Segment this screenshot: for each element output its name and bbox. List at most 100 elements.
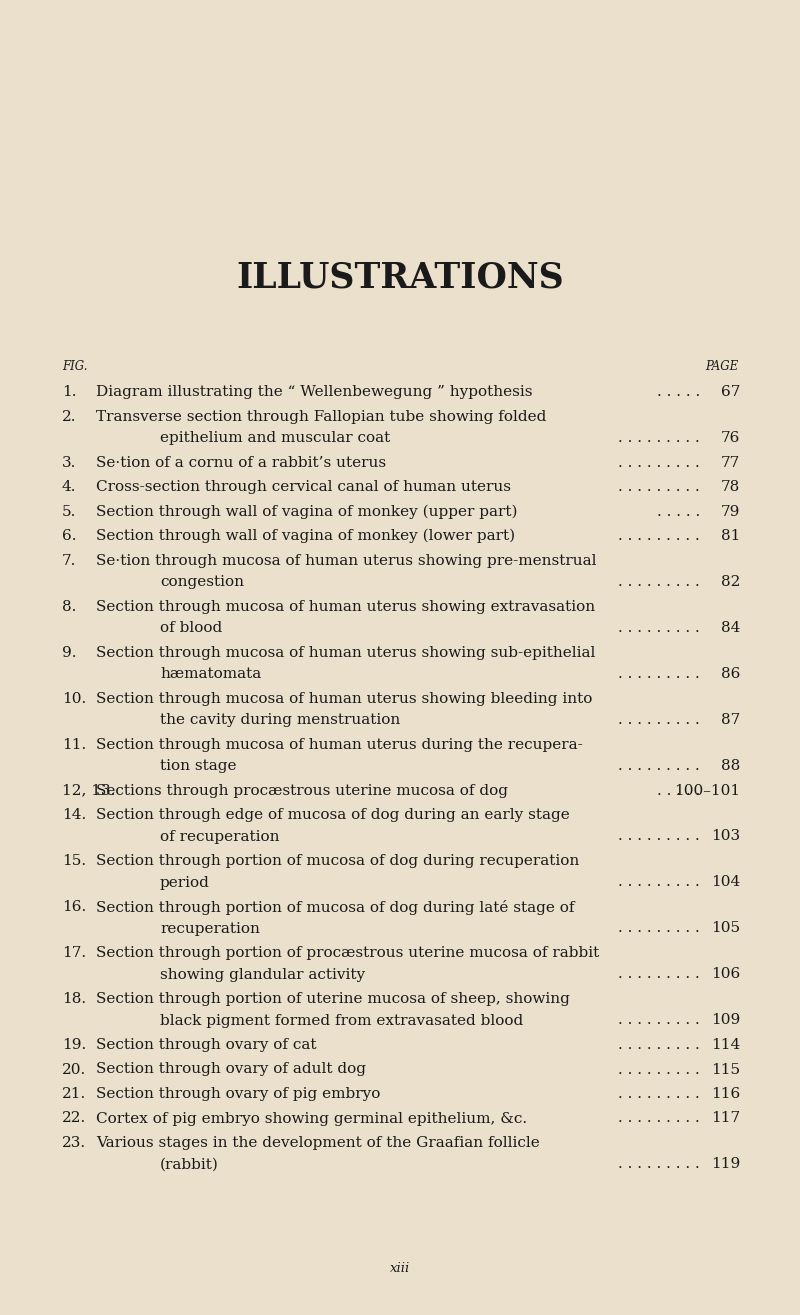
Text: Section through edge of mucosa of dog during an early stage: Section through edge of mucosa of dog du… <box>96 807 570 822</box>
Text: . . . . . . . . .: . . . . . . . . . <box>618 621 700 635</box>
Text: . . . . . . . . .: . . . . . . . . . <box>618 1111 700 1126</box>
Text: 19.: 19. <box>62 1038 86 1052</box>
Text: 115: 115 <box>711 1063 740 1077</box>
Text: xiii: xiii <box>390 1262 410 1276</box>
Text: . . . . . . . . .: . . . . . . . . . <box>618 759 700 773</box>
Text: Section through portion of mucosa of dog during laté stage of: Section through portion of mucosa of dog… <box>96 899 574 915</box>
Text: 119: 119 <box>710 1157 740 1172</box>
Text: 106: 106 <box>710 968 740 981</box>
Text: 86: 86 <box>721 667 740 681</box>
Text: 1.: 1. <box>62 385 77 398</box>
Text: 16.: 16. <box>62 899 86 914</box>
Text: Section through ovary of pig embryo: Section through ovary of pig embryo <box>96 1088 380 1101</box>
Text: Section through mucosa of human uterus during the recupera-: Section through mucosa of human uterus d… <box>96 738 582 751</box>
Text: Section through ovary of cat: Section through ovary of cat <box>96 1038 317 1052</box>
Text: Cortex of pig embryo showing germinal epithelium, &c.: Cortex of pig embryo showing germinal ep… <box>96 1111 527 1126</box>
Text: . . . . . . . . .: . . . . . . . . . <box>618 1157 700 1172</box>
Text: 7.: 7. <box>62 554 76 568</box>
Text: 67: 67 <box>721 385 740 398</box>
Text: period: period <box>160 876 210 889</box>
Text: . . . . .: . . . . . <box>657 385 700 398</box>
Text: 104: 104 <box>710 876 740 889</box>
Text: 6.: 6. <box>62 529 77 543</box>
Text: Section through wall of vagina of monkey (upper part): Section through wall of vagina of monkey… <box>96 505 518 519</box>
Text: . . . . . . . . .: . . . . . . . . . <box>618 830 700 843</box>
Text: Section through portion of uterine mucosa of sheep, showing: Section through portion of uterine mucos… <box>96 992 570 1006</box>
Text: . . . . . . . . .: . . . . . . . . . <box>618 1063 700 1077</box>
Text: . . . . . . . . .: . . . . . . . . . <box>618 575 700 589</box>
Text: congestion: congestion <box>160 575 244 589</box>
Text: 114: 114 <box>710 1038 740 1052</box>
Text: . . . . . . . . .: . . . . . . . . . <box>618 480 700 494</box>
Text: 105: 105 <box>711 922 740 935</box>
Text: . . . . . . . . .: . . . . . . . . . <box>618 1038 700 1052</box>
Text: 2.: 2. <box>62 409 77 423</box>
Text: Cross-section through cervical canal of human uterus: Cross-section through cervical canal of … <box>96 480 511 494</box>
Text: ILLUSTRATIONS: ILLUSTRATIONS <box>236 260 564 295</box>
Text: 88: 88 <box>721 759 740 773</box>
Text: Section through portion of mucosa of dog during recuperation: Section through portion of mucosa of dog… <box>96 853 579 868</box>
Text: hæmatomata: hæmatomata <box>160 667 262 681</box>
Text: . . . . . . . . .: . . . . . . . . . <box>618 667 700 681</box>
Text: Section through portion of procæstrous uterine mucosa of rabbit: Section through portion of procæstrous u… <box>96 945 599 960</box>
Text: 79: 79 <box>721 505 740 518</box>
Text: . . . . .: . . . . . <box>657 784 700 797</box>
Text: 100–101: 100–101 <box>674 784 740 797</box>
Text: 103: 103 <box>711 830 740 843</box>
Text: of blood: of blood <box>160 621 222 635</box>
Text: black pigment formed from extravasated blood: black pigment formed from extravasated b… <box>160 1014 523 1027</box>
Text: 76: 76 <box>721 431 740 444</box>
Text: 23.: 23. <box>62 1136 86 1151</box>
Text: . . . . . . . . .: . . . . . . . . . <box>618 713 700 727</box>
Text: . . . . .: . . . . . <box>657 505 700 518</box>
Text: . . . . . . . . .: . . . . . . . . . <box>618 1014 700 1027</box>
Text: 22.: 22. <box>62 1111 86 1126</box>
Text: Section through mucosa of human uterus showing extravasation: Section through mucosa of human uterus s… <box>96 600 595 614</box>
Text: 81: 81 <box>721 529 740 543</box>
Text: 5.: 5. <box>62 505 76 518</box>
Text: tion stage: tion stage <box>160 759 237 773</box>
Text: the cavity during menstruation: the cavity during menstruation <box>160 713 400 727</box>
Text: Section through mucosa of human uterus showing sub-epithelial: Section through mucosa of human uterus s… <box>96 646 595 660</box>
Text: . . . . . . . . .: . . . . . . . . . <box>618 968 700 981</box>
Text: 117: 117 <box>711 1111 740 1126</box>
Text: 11.: 11. <box>62 738 86 751</box>
Text: Transverse section through Fallopian tube showing folded: Transverse section through Fallopian tub… <box>96 409 546 423</box>
Text: Section through mucosa of human uterus showing bleeding into: Section through mucosa of human uterus s… <box>96 692 592 706</box>
Text: . . . . . . . . .: . . . . . . . . . <box>618 529 700 543</box>
Text: PAGE: PAGE <box>705 360 738 373</box>
Text: epithelium and muscular coat: epithelium and muscular coat <box>160 431 390 444</box>
Text: 17.: 17. <box>62 945 86 960</box>
Text: 109: 109 <box>710 1014 740 1027</box>
Text: showing glandular activity: showing glandular activity <box>160 968 365 981</box>
Text: Diagram illustrating the “ Wellenbewegung ” hypothesis: Diagram illustrating the “ Wellenbewegun… <box>96 385 533 398</box>
Text: 20.: 20. <box>62 1063 86 1077</box>
Text: 78: 78 <box>721 480 740 494</box>
Text: 82: 82 <box>721 575 740 589</box>
Text: Se·tion of a cornu of a rabbit’s uterus: Se·tion of a cornu of a rabbit’s uterus <box>96 455 386 469</box>
Text: 87: 87 <box>721 713 740 727</box>
Text: Sections through procæstrous uterine mucosa of dog: Sections through procæstrous uterine muc… <box>96 784 508 797</box>
Text: Se·tion through mucosa of human uterus showing pre-menstrual: Se·tion through mucosa of human uterus s… <box>96 554 597 568</box>
Text: 9.: 9. <box>62 646 77 660</box>
Text: Section through wall of vagina of monkey (lower part): Section through wall of vagina of monkey… <box>96 529 515 543</box>
Text: (rabbit): (rabbit) <box>160 1157 219 1172</box>
Text: 8.: 8. <box>62 600 76 614</box>
Text: recuperation: recuperation <box>160 922 260 935</box>
Text: 12, 13.: 12, 13. <box>62 784 115 797</box>
Text: 21.: 21. <box>62 1088 86 1101</box>
Text: 10.: 10. <box>62 692 86 706</box>
Text: 77: 77 <box>721 455 740 469</box>
Text: . . . . . . . . .: . . . . . . . . . <box>618 1088 700 1101</box>
Text: . . . . . . . . .: . . . . . . . . . <box>618 455 700 469</box>
Text: . . . . . . . . .: . . . . . . . . . <box>618 431 700 444</box>
Text: 18.: 18. <box>62 992 86 1006</box>
Text: Various stages in the development of the Graafian follicle: Various stages in the development of the… <box>96 1136 540 1151</box>
Text: . . . . . . . . .: . . . . . . . . . <box>618 922 700 935</box>
Text: . . . . . . . . .: . . . . . . . . . <box>618 876 700 889</box>
Text: 116: 116 <box>710 1088 740 1101</box>
Text: Section through ovary of adult dog: Section through ovary of adult dog <box>96 1063 366 1077</box>
Text: 3.: 3. <box>62 455 76 469</box>
Text: FIG.: FIG. <box>62 360 87 373</box>
Text: 15.: 15. <box>62 853 86 868</box>
